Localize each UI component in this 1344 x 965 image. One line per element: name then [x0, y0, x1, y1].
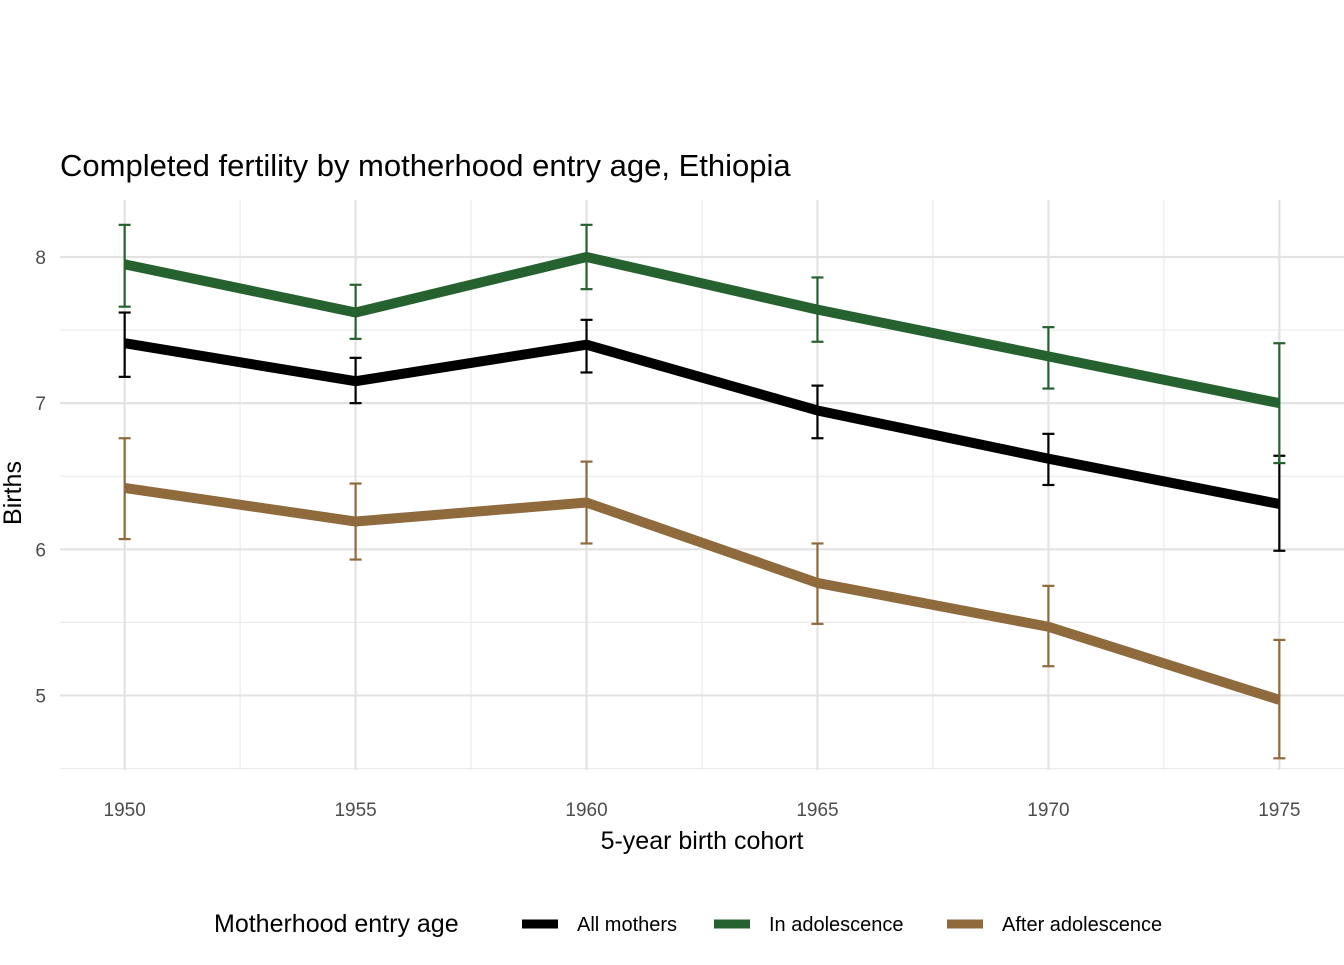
legend-label: In adolescence — [769, 914, 904, 936]
y-tick-label: 6 — [35, 540, 46, 561]
y-axis-label: Births — [0, 461, 27, 525]
x-tick-label: 1970 — [1027, 800, 1069, 821]
y-tick-label: 8 — [35, 248, 46, 269]
chart-title: Completed fertility by motherhood entry … — [60, 148, 791, 183]
x-tick-label: 1965 — [796, 800, 838, 821]
x-axis-ticks: 1950 1955 1960 1965 1970 1975 — [104, 800, 1301, 821]
legend-label: After adolescence — [1002, 914, 1162, 936]
legend: Motherhood entry age All mothers In adole… — [214, 910, 1162, 938]
x-tick-label: 1950 — [104, 800, 146, 821]
y-tick-label: 5 — [35, 686, 46, 707]
y-axis-ticks: 5 6 7 8 — [35, 248, 46, 707]
x-tick-label: 1975 — [1258, 800, 1300, 821]
x-tick-label: 1960 — [565, 800, 607, 821]
legend-title: Motherhood entry age — [214, 910, 459, 938]
legend-label: All mothers — [577, 914, 677, 936]
y-tick-label: 7 — [35, 394, 46, 415]
x-axis-label: 5-year birth cohort — [601, 827, 804, 855]
x-tick-label: 1955 — [334, 800, 376, 821]
